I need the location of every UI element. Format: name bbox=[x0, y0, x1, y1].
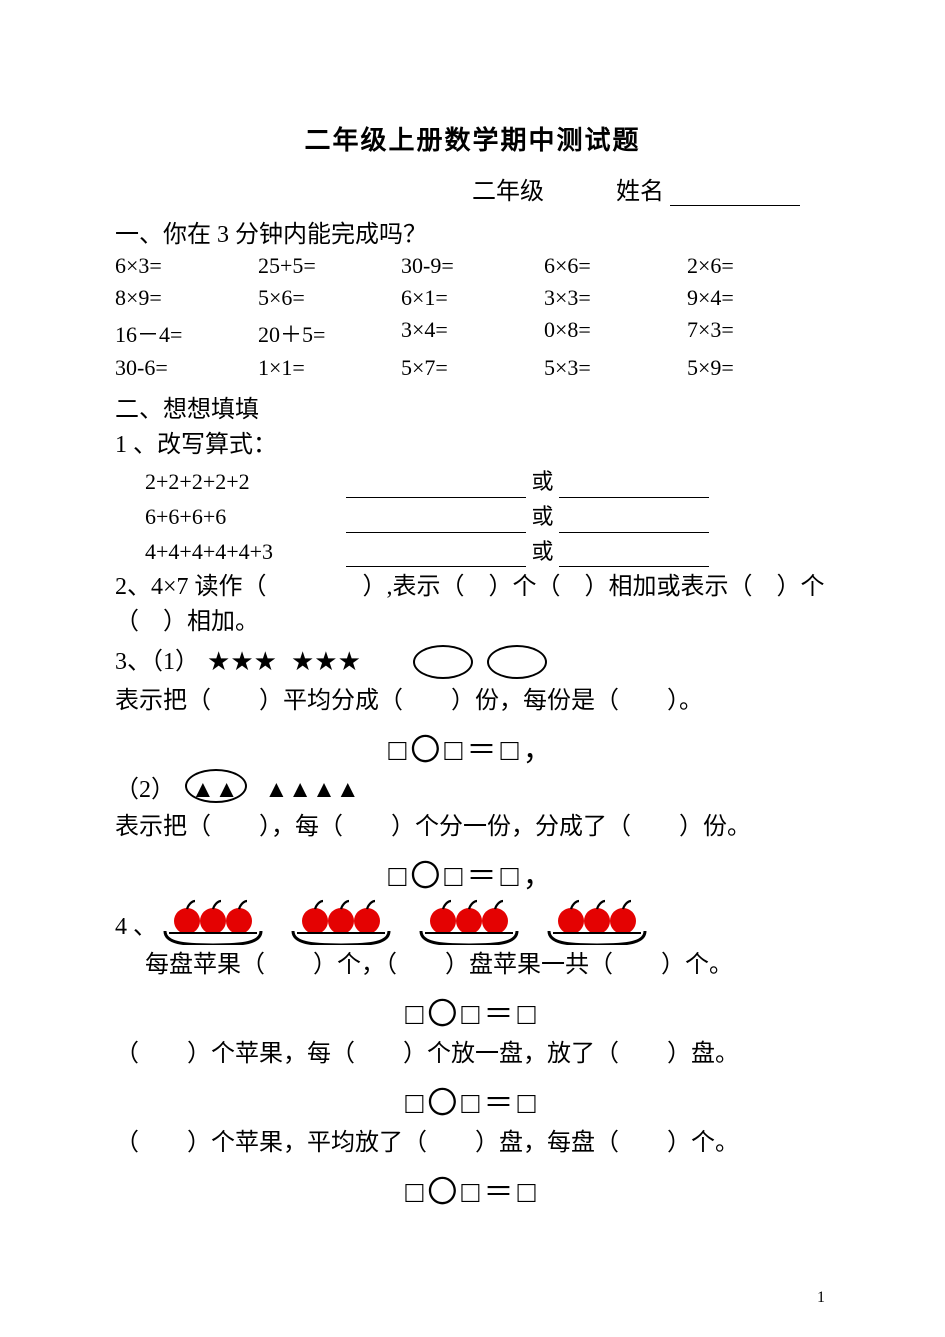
triangle-icon: ▲ bbox=[336, 773, 360, 808]
page-title: 二年级上册数学期中测试题 bbox=[115, 120, 830, 157]
q3-line1: 表示把（ ）平均分成（ ）份，每份是（ ）。 bbox=[115, 684, 830, 719]
triangle-icon: ▲ bbox=[288, 773, 312, 808]
q2-text: 2、4×7 读作（ ）,表示（ ）个（ ）相加或表示（ ）个（ ）相加。 bbox=[115, 570, 830, 640]
q4-label: 4 、 bbox=[115, 910, 157, 945]
star-icon: ★ bbox=[230, 643, 253, 681]
star-icon: ★ bbox=[338, 643, 361, 681]
math-cell: 6×1= bbox=[401, 285, 544, 311]
name-label: 姓名 bbox=[616, 179, 664, 205]
name-blank[interactable] bbox=[670, 187, 800, 206]
math-cell: 16－4= bbox=[115, 317, 258, 349]
q3-label: 3、（1） bbox=[115, 645, 199, 680]
join-or: 或 bbox=[532, 469, 554, 494]
answer-blank[interactable] bbox=[346, 514, 526, 533]
math-cell: 30-9= bbox=[401, 253, 544, 279]
triangle-group: ▲ ▲ ▲ ▲ bbox=[265, 773, 360, 808]
math-cell: 5×7= bbox=[401, 355, 544, 381]
page-number: 1 bbox=[817, 1289, 825, 1307]
star-row: ★ ★ ★ ★ ★ ★ bbox=[207, 643, 547, 681]
answer-blank[interactable] bbox=[346, 479, 526, 498]
circled-triangle-group: ▲ ▲ bbox=[191, 773, 239, 808]
answer-blank[interactable] bbox=[559, 548, 709, 567]
math-cell: 30-6= bbox=[115, 355, 258, 381]
math-cell: 5×3= bbox=[544, 355, 687, 381]
apple-plate-icon bbox=[547, 899, 647, 945]
math-cell: 9×4= bbox=[687, 285, 830, 311]
section1-heading: 一、你在 3 分钟内能完成吗？ bbox=[115, 214, 830, 249]
q3-line2: 表示把（ ），每（ ）个分一份，分成了（ ）份。 bbox=[115, 810, 830, 845]
q4-line2: （ ）个苹果，每（ ）个放一盘，放了（ ）盘。 bbox=[115, 1037, 830, 1072]
math-cell: 3×3= bbox=[544, 285, 687, 311]
math-cell: 6×3= bbox=[115, 253, 258, 279]
apple-plate-icon bbox=[291, 899, 391, 945]
triangle-icon: ▲ bbox=[265, 773, 289, 808]
subtitle-row: 二年级 姓名 bbox=[115, 171, 800, 206]
q4-eq2: □〇□＝□ bbox=[115, 1078, 830, 1122]
q3-label2: （2） bbox=[115, 773, 175, 808]
q4-line1: 每盘苹果（ ）个，（ ）盘苹果一共（ ）个。 bbox=[115, 948, 830, 983]
empty-ellipse-icon bbox=[413, 645, 473, 679]
join-or: 或 bbox=[532, 539, 554, 564]
math-cell: 5×6= bbox=[258, 285, 401, 311]
empty-ellipse-icon bbox=[487, 645, 547, 679]
triangle-icon: ▲ bbox=[312, 773, 336, 808]
q1-lhs: 6+6+6+6 bbox=[145, 501, 295, 533]
q3-eq1: □〇□＝□， bbox=[115, 725, 830, 769]
math-cell: 7×3= bbox=[687, 317, 830, 349]
answer-blank[interactable] bbox=[559, 514, 709, 533]
star-icon: ★ bbox=[207, 643, 230, 681]
math-cell: 2×6= bbox=[687, 253, 830, 279]
math-cell: 25+5= bbox=[258, 253, 401, 279]
q4-row: 4 、 bbox=[115, 899, 830, 945]
q4-eq1: □〇□＝□ bbox=[115, 989, 830, 1033]
star-group: ★ ★ ★ bbox=[291, 643, 361, 681]
q4-line3: （ ）个苹果，平均放了（ ）盘，每盘（ ）个。 bbox=[115, 1126, 830, 1161]
apple-plate-row bbox=[163, 899, 647, 945]
arithmetic-grid: 6×3= 25+5= 30-9= 6×6= 2×6= 8×9= 5×6= 6×1… bbox=[115, 253, 830, 381]
page: 二年级上册数学期中测试题 二年级 姓名 一、你在 3 分钟内能完成吗？ 6×3=… bbox=[0, 0, 945, 1337]
math-cell: 6×6= bbox=[544, 253, 687, 279]
q3-part1: 3、（1） ★ ★ ★ ★ ★ ★ bbox=[115, 643, 830, 681]
math-cell: 3×4= bbox=[401, 317, 544, 349]
q1-row: 2+2+2+2+2 或 bbox=[115, 466, 830, 498]
apple-plate-icon bbox=[163, 899, 263, 945]
star-group: ★ ★ ★ bbox=[207, 643, 277, 681]
q1-lhs: 4+4+4+4+4+3 bbox=[145, 536, 295, 568]
math-cell: 1×1= bbox=[258, 355, 401, 381]
star-icon: ★ bbox=[314, 643, 337, 681]
answer-blank[interactable] bbox=[559, 479, 709, 498]
answer-blank[interactable] bbox=[346, 548, 526, 567]
star-icon: ★ bbox=[254, 643, 277, 681]
q3-eq2: □〇□＝□， bbox=[115, 851, 830, 895]
q3-part2: （2） ▲ ▲ ▲ ▲ ▲ ▲ bbox=[115, 773, 830, 808]
q1-row: 4+4+4+4+4+3 或 bbox=[115, 536, 830, 568]
q1-label: 1 、改写算式： bbox=[115, 428, 830, 463]
join-or: 或 bbox=[532, 504, 554, 529]
q4-eq3: □〇□＝□ bbox=[115, 1167, 830, 1211]
math-cell: 20＋5= bbox=[258, 317, 401, 349]
math-cell: 5×9= bbox=[687, 355, 830, 381]
q1-lhs: 2+2+2+2+2 bbox=[145, 466, 295, 498]
math-cell: 8×9= bbox=[115, 285, 258, 311]
math-cell: 0×8= bbox=[544, 317, 687, 349]
section2-heading: 二、想想填填 bbox=[115, 389, 830, 424]
grade-label: 二年级 bbox=[472, 179, 544, 205]
star-icon: ★ bbox=[291, 643, 314, 681]
q1-row: 6+6+6+6 或 bbox=[115, 501, 830, 533]
apple-plate-icon bbox=[419, 899, 519, 945]
